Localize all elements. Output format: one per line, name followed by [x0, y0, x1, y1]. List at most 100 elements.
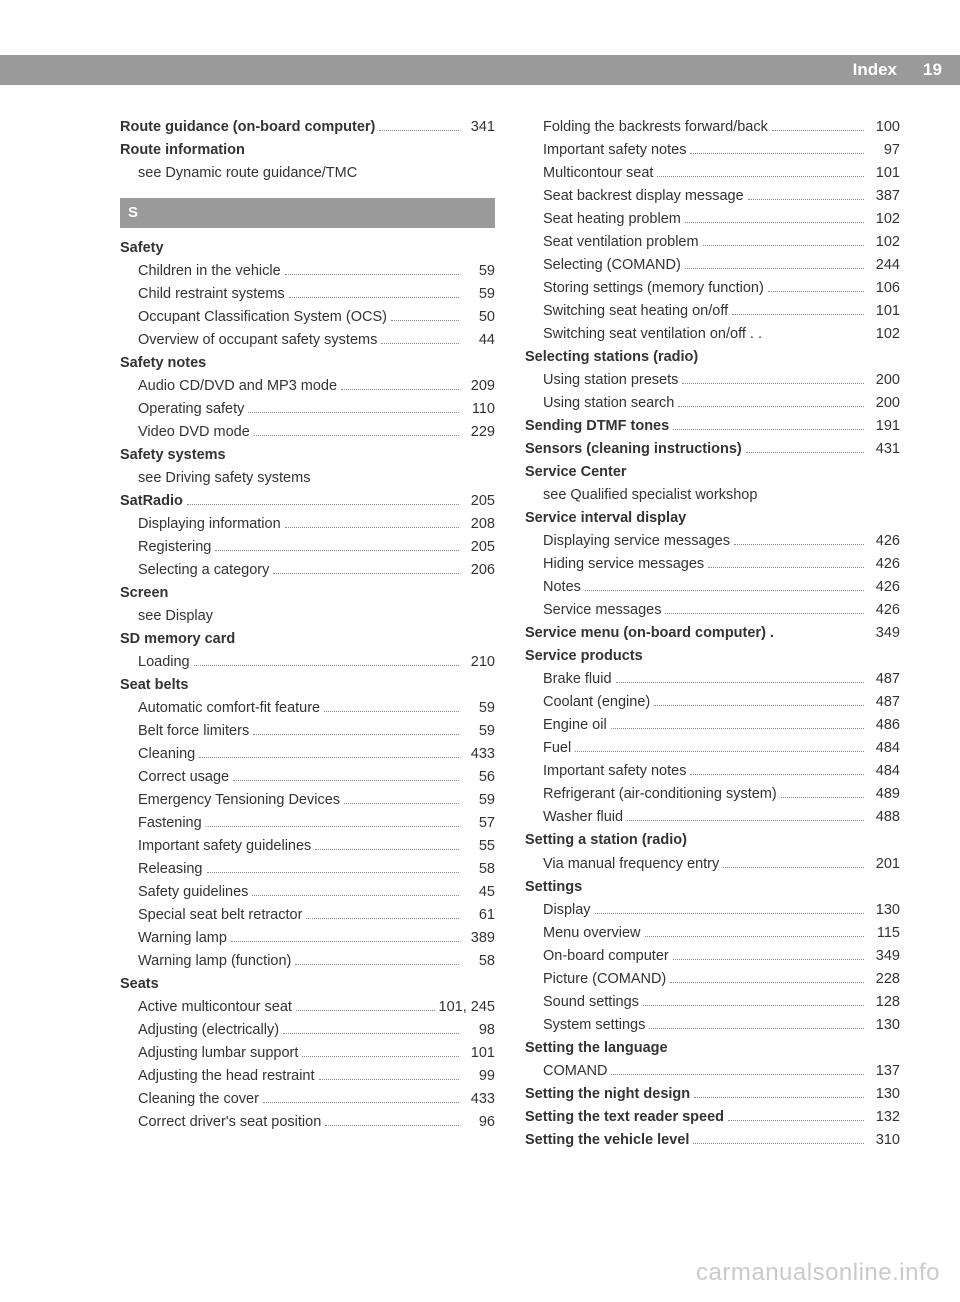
index-entry-sub: Belt force limiters59: [120, 721, 495, 742]
index-entry-label: Multicontour seat: [543, 163, 653, 184]
index-entry-label: Cleaning: [138, 744, 195, 765]
index-entry-page: 389: [463, 928, 495, 949]
index-entry-label: Seat backrest display message: [543, 186, 744, 207]
index-entry-label: Route information: [120, 140, 245, 161]
index-entry-page: 489: [868, 784, 900, 805]
index-entry-page: 99: [463, 1066, 495, 1087]
leader-dots: [781, 788, 864, 798]
index-entry-page: 98: [463, 1020, 495, 1041]
index-entry-label: Audio CD/DVD and MP3 mode: [138, 376, 337, 397]
index-entry-sub: Service messages426: [525, 600, 900, 621]
index-entry-sub: see Qualified specialist workshop: [525, 485, 900, 506]
index-entry-page: 96: [463, 1112, 495, 1133]
index-entry-label: Child restraint systems: [138, 284, 285, 305]
index-entry-sub: Display130: [525, 900, 900, 921]
index-entry-main: Sending DTMF tones191: [525, 416, 900, 437]
index-entry-sub: Using station presets200: [525, 370, 900, 391]
index-entry-page: 115: [868, 923, 900, 944]
index-entry-main: Settings: [525, 877, 900, 898]
index-entry-label: Overview of occupant safety systems: [138, 330, 377, 351]
leader-dots: [325, 1116, 459, 1126]
index-entry-label: Setting the night design: [525, 1084, 690, 1105]
index-entry-sub: Seat backrest display message387: [525, 186, 900, 207]
leader-dots: [611, 1065, 864, 1075]
index-entry-page: 486: [868, 715, 900, 736]
index-entry-label: Folding the backrests forward/back: [543, 117, 768, 138]
index-entry-sub: Using station search200: [525, 393, 900, 414]
index-entry-page: 206: [463, 560, 495, 581]
leader-dots: [199, 748, 459, 758]
index-entry-label: COMAND: [543, 1061, 607, 1082]
index-entry-sub: Picture (COMAND) 228: [525, 969, 900, 990]
index-entry-page: 209: [463, 376, 495, 397]
leader-dots: [690, 765, 864, 775]
leader-dots: [595, 903, 864, 913]
index-entry-page: 349: [868, 946, 900, 967]
index-entry-page: 59: [463, 698, 495, 719]
index-entry-sub: Important safety notes97: [525, 140, 900, 161]
index-column-right: Folding the backrests forward/back100Imp…: [525, 115, 900, 1212]
leader-dots: [187, 495, 459, 505]
index-entry-sub: Audio CD/DVD and MP3 mode 209: [120, 376, 495, 397]
index-entry-page: 484: [868, 761, 900, 782]
index-entry-label: Seat belts: [120, 675, 189, 696]
index-entry-page: 132: [868, 1107, 900, 1128]
leader-dots: [673, 949, 864, 959]
leader-dots: [315, 840, 459, 850]
index-entry-page: 228: [868, 969, 900, 990]
index-entry-label: Using station search: [543, 393, 674, 414]
index-entry-page: 59: [463, 721, 495, 742]
index-entry-label: Seats: [120, 974, 159, 995]
index-entry-page: 426: [868, 577, 900, 598]
index-entry-label: Switching seat heating on/off: [543, 301, 728, 322]
index-entry-label: Registering: [138, 537, 211, 558]
index-entry-label: Brake fluid: [543, 669, 612, 690]
leader-dots: [728, 1111, 864, 1121]
index-entry-page: 426: [868, 600, 900, 621]
index-entry-label: Display: [543, 900, 591, 921]
leader-dots: [344, 794, 459, 804]
index-entry-page: 44: [463, 330, 495, 351]
index-entry-label: Seat ventilation problem: [543, 232, 699, 253]
leader-dots: [673, 420, 864, 430]
index-entry-sub: Menu overview 115: [525, 923, 900, 944]
index-entry-label: Picture (COMAND): [543, 969, 666, 990]
index-entry-page: 57: [463, 813, 495, 834]
index-entry-label: Selecting stations (radio): [525, 347, 698, 368]
index-entry-sub: Cleaning the cover433: [120, 1089, 495, 1110]
index-entry-label: Safety guidelines: [138, 882, 248, 903]
leader-dots: [194, 656, 459, 666]
index-entry-label: Sound settings: [543, 992, 639, 1013]
page-number: 19: [923, 60, 942, 80]
index-entry-main: Service Center: [525, 462, 900, 483]
leader-dots: [694, 1088, 864, 1098]
index-entry-label: Service Center: [525, 462, 627, 483]
index-entry-label: Fuel: [543, 738, 571, 759]
page-number-box: 19: [905, 55, 960, 85]
index-content: Route guidance (on-board computer)341Rou…: [120, 115, 900, 1212]
leader-dots: [248, 403, 459, 413]
leader-dots: [233, 771, 459, 781]
index-entry-label: Important safety notes: [543, 761, 686, 782]
leader-dots: [772, 121, 864, 131]
leader-dots: [703, 236, 864, 246]
leader-dots: [215, 541, 459, 551]
index-entry-label: Emergency Tensioning Devices: [138, 790, 340, 811]
index-entry-label: Engine oil: [543, 715, 607, 736]
index-entry-label: Menu overview: [543, 923, 641, 944]
index-entry-page: 229: [463, 422, 495, 443]
leader-dots: [645, 926, 864, 936]
leader-dots: [302, 1047, 459, 1057]
index-entry-sub: Multicontour seat101: [525, 163, 900, 184]
index-entry-main: Seats: [120, 974, 495, 995]
index-entry-label: SD memory card: [120, 629, 235, 650]
leader-dots: [616, 673, 864, 683]
leader-dots: [319, 1070, 459, 1080]
index-entry-label: Selecting (COMAND): [543, 255, 681, 276]
index-entry-sub: Selecting a category206: [120, 560, 495, 581]
leader-dots: [252, 886, 459, 896]
index-entry-sub: Overview of occupant safety systems 44: [120, 330, 495, 351]
leader-dots: [748, 190, 864, 200]
index-entry-label: Correct driver's seat position: [138, 1112, 321, 1133]
index-entry-label: Screen: [120, 583, 168, 604]
